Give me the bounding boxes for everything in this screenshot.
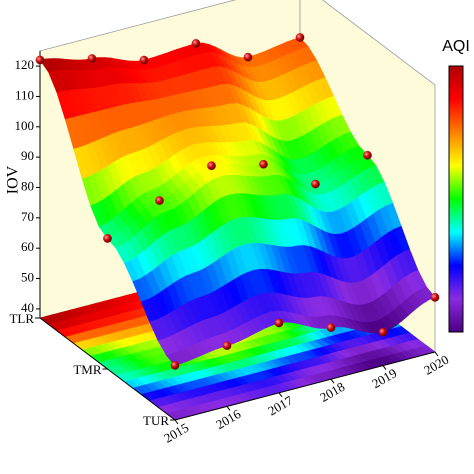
z-tick-label: 90 [21, 148, 34, 163]
points [35, 33, 440, 370]
x-tick [382, 365, 387, 370]
data-point [311, 179, 320, 189]
x-axis [174, 351, 436, 421]
z-tick-label: 100 [15, 118, 35, 133]
x-tick [226, 406, 231, 411]
colorbar-title: AQI [442, 38, 470, 55]
x-tick [174, 419, 179, 425]
data-point [207, 161, 216, 171]
data-point [87, 54, 97, 63]
y-tick-label: TUR [143, 413, 169, 428]
data-point [222, 341, 232, 351]
z-tick-label: 50 [21, 270, 34, 285]
data-point [363, 150, 372, 160]
data-point [259, 159, 268, 169]
data-point [243, 52, 253, 62]
z-tick-label: 40 [21, 300, 34, 315]
x-tick [330, 378, 335, 384]
z-tick-label: 120 [15, 57, 35, 72]
data-point [35, 55, 45, 65]
data-point [155, 196, 164, 205]
data-point [274, 318, 284, 328]
x-tick-label: 2018 [317, 379, 347, 405]
x-tick-label: 2020 [421, 352, 451, 378]
data-point [378, 327, 388, 337]
data-point [430, 293, 440, 302]
colorbar [448, 65, 464, 333]
x-tick-label: 2016 [213, 406, 243, 432]
z-tick-label: 80 [21, 178, 34, 193]
z-tick-label: 60 [21, 239, 34, 254]
x-tick [434, 351, 439, 357]
x-tick-label: 2019 [369, 365, 399, 391]
y-tick-label: TLR [9, 311, 34, 326]
z-axis-title: IOV [5, 165, 22, 194]
data-point [103, 234, 112, 243]
surface [39, 37, 436, 366]
x-tick-label: 2017 [265, 392, 295, 418]
z-tick-label: 110 [15, 87, 34, 102]
data-point [295, 33, 305, 42]
x-tick [278, 392, 283, 398]
data-point [326, 323, 336, 332]
data-point [139, 55, 149, 65]
z-tick-label: 70 [21, 209, 34, 224]
y-tick-label: TMR [73, 362, 102, 377]
data-point [191, 39, 201, 48]
data-point [170, 361, 180, 370]
